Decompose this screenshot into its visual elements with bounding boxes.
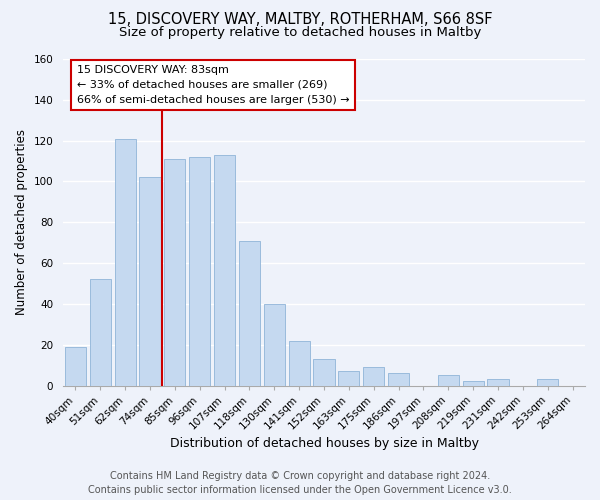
Bar bbox=[264, 304, 285, 386]
Bar bbox=[65, 347, 86, 386]
Bar bbox=[115, 138, 136, 386]
Bar bbox=[239, 240, 260, 386]
Bar bbox=[463, 382, 484, 386]
Bar bbox=[90, 280, 111, 386]
Text: Size of property relative to detached houses in Maltby: Size of property relative to detached ho… bbox=[119, 26, 481, 39]
Bar bbox=[289, 340, 310, 386]
Bar bbox=[313, 359, 335, 386]
Bar bbox=[338, 372, 359, 386]
Bar bbox=[164, 159, 185, 386]
Bar bbox=[487, 380, 509, 386]
Text: 15, DISCOVERY WAY, MALTBY, ROTHERHAM, S66 8SF: 15, DISCOVERY WAY, MALTBY, ROTHERHAM, S6… bbox=[108, 12, 492, 28]
Bar bbox=[537, 380, 558, 386]
Bar bbox=[189, 157, 210, 386]
Text: 15 DISCOVERY WAY: 83sqm
← 33% of detached houses are smaller (269)
66% of semi-d: 15 DISCOVERY WAY: 83sqm ← 33% of detache… bbox=[77, 65, 349, 104]
Y-axis label: Number of detached properties: Number of detached properties bbox=[15, 130, 28, 316]
Bar bbox=[363, 367, 384, 386]
Bar bbox=[139, 178, 161, 386]
Bar bbox=[438, 376, 459, 386]
Text: Contains HM Land Registry data © Crown copyright and database right 2024.
Contai: Contains HM Land Registry data © Crown c… bbox=[88, 471, 512, 495]
Bar bbox=[388, 374, 409, 386]
X-axis label: Distribution of detached houses by size in Maltby: Distribution of detached houses by size … bbox=[170, 437, 479, 450]
Bar bbox=[214, 155, 235, 386]
